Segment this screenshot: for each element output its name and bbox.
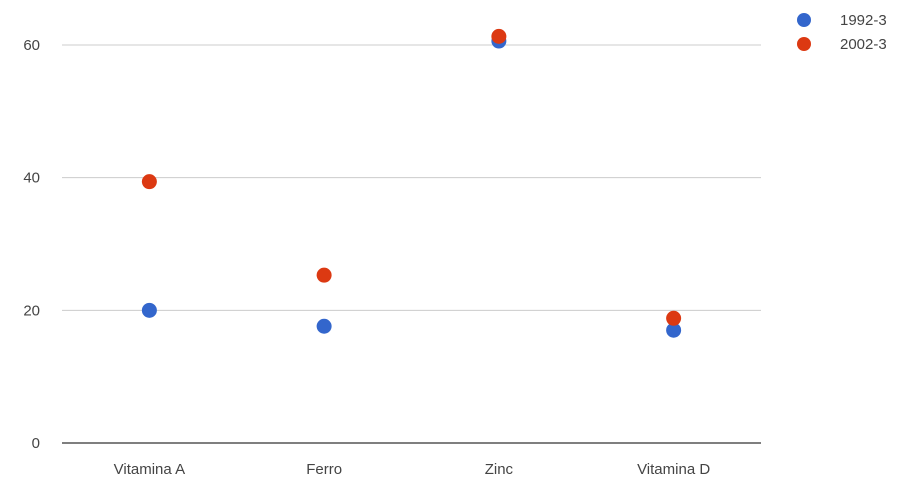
point-series-2-zinc [491, 28, 507, 44]
point-series-2-vitamina-d [666, 310, 682, 326]
y-tick-label: 40 [23, 170, 40, 187]
x-category-label: Ferro [306, 461, 342, 478]
x-axis-category-labels: Vitamina A Ferro Zinc Vitamina D [114, 461, 711, 478]
point-series-1-ferro [316, 318, 332, 334]
point-series-1-vitamina-a [141, 302, 157, 318]
point-series-1-vitamina-d [666, 322, 682, 338]
gridlines [62, 44, 761, 311]
legend: 1992-3 2002-3 [797, 12, 887, 53]
x-category-label: Zinc [485, 461, 514, 478]
legend-label: 1992-3 [840, 12, 887, 29]
y-axis-tick-labels: 0 20 40 60 [23, 37, 40, 452]
legend-marker [797, 37, 811, 51]
x-category-label: Vitamina D [637, 461, 710, 478]
point-series-2-vitamina-a [141, 174, 157, 190]
y-tick-label: 20 [23, 302, 40, 319]
legend-marker [797, 13, 811, 27]
legend-label: 2002-3 [840, 36, 887, 53]
point-series-2-ferro [316, 267, 332, 283]
y-tick-label: 0 [32, 435, 40, 452]
data-points [141, 28, 682, 338]
y-tick-label: 60 [23, 37, 40, 54]
x-category-label: Vitamina A [114, 461, 185, 478]
